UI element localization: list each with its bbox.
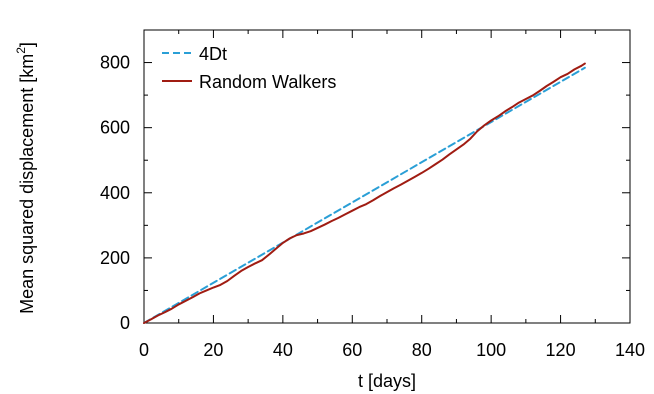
x-axis-label: t [days] — [358, 371, 416, 391]
y-tick-label: 800 — [100, 53, 130, 73]
y-tick-label: 400 — [100, 183, 130, 203]
x-tick-label: 140 — [615, 340, 645, 360]
y-tick-label: 200 — [100, 248, 130, 268]
x-tick-label: 40 — [273, 340, 293, 360]
y-axis-label-close: ] — [17, 42, 37, 47]
legend-label-4dt: 4Dt — [199, 44, 227, 64]
x-tick-label: 60 — [342, 340, 362, 360]
x-axis-ticks — [143, 30, 631, 323]
plot-area — [143, 29, 631, 324]
y-tick-label: 600 — [100, 118, 130, 138]
x-tick-label: 20 — [203, 340, 223, 360]
y-tick-label: 0 — [120, 313, 130, 333]
y-axis-label-main: Mean squared displacement [km — [17, 54, 37, 314]
x-tick-label: 100 — [476, 340, 506, 360]
series-line-4dt — [143, 66, 586, 324]
series-line-random-walkers — [143, 62, 586, 324]
legend: 4Dt Random Walkers — [162, 44, 336, 92]
y-axis-label-superscript: 2 — [14, 47, 28, 54]
y-tick-labels: 0 200 400 600 800 — [100, 53, 130, 333]
x-tick-label: 80 — [412, 340, 432, 360]
x-tick-label: 0 — [139, 340, 149, 360]
y-axis-ticks — [144, 62, 630, 324]
x-tick-label: 120 — [546, 340, 576, 360]
legend-label-random-walkers: Random Walkers — [199, 72, 336, 92]
y-axis-label: Mean squared displacement [km2] — [14, 42, 37, 314]
x-tick-labels: 0 20 40 60 80 100 120 140 — [139, 340, 645, 360]
series-layer — [143, 62, 586, 324]
